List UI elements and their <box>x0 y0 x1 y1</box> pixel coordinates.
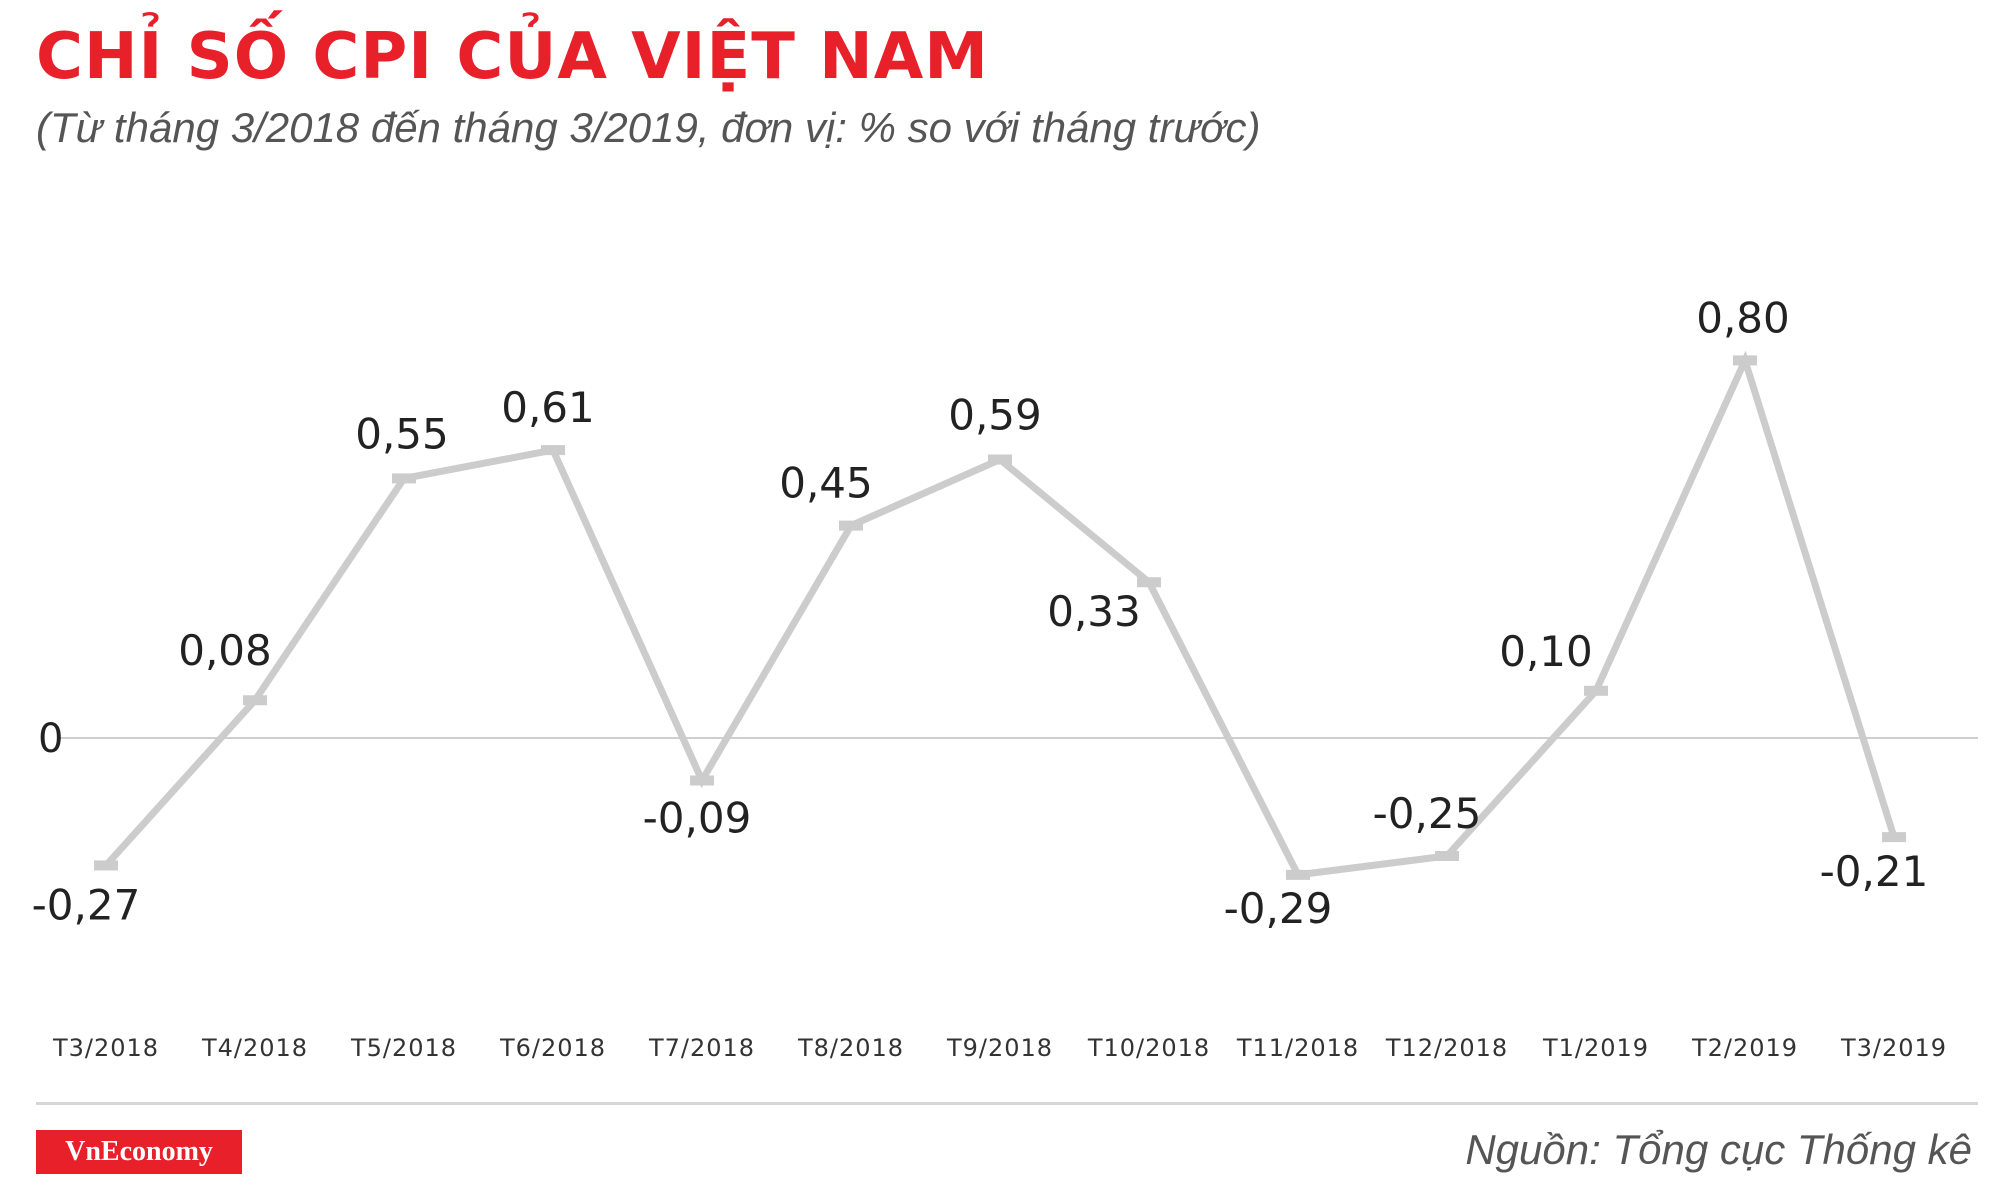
data-label: 0,08 <box>178 626 272 675</box>
chart-title: CHỈ SỐ CPI CỦA VIỆT NAM <box>36 20 989 94</box>
data-label: 0,80 <box>1696 293 1790 342</box>
data-label: 0,10 <box>1499 627 1593 676</box>
data-label: 0,61 <box>501 383 595 432</box>
footer-divider <box>36 1102 1978 1105</box>
data-point <box>1137 577 1161 588</box>
data-point <box>1733 355 1757 366</box>
x-tick-label: T3/2018 <box>52 1034 159 1062</box>
data-point <box>1882 832 1906 843</box>
x-tick-label: T7/2018 <box>648 1034 755 1062</box>
data-point <box>541 445 565 456</box>
data-point <box>392 473 416 484</box>
data-label: 0,59 <box>948 391 1042 440</box>
cpi-line-chart: 0 -0,27 0,08 0,55 0,61 -0,09 0,45 0,59 0,33 -0,2… <box>32 293 1978 1062</box>
data-label: -0,09 <box>643 793 752 842</box>
x-tick-label: T5/2018 <box>350 1034 457 1062</box>
x-tick-label: T4/2018 <box>201 1034 308 1062</box>
data-label: -0,27 <box>32 880 141 929</box>
data-label: 0,55 <box>355 409 449 458</box>
data-label: -0,29 <box>1224 884 1333 933</box>
zero-axis-group: 0 <box>38 716 1978 762</box>
data-labels-group: -0,270,080,550,61-0,090,450,590,33-0,29-… <box>32 293 1929 932</box>
x-tick-label: T1/2019 <box>1542 1034 1649 1062</box>
x-tick-label: T6/2018 <box>499 1034 606 1062</box>
data-label: -0,21 <box>1820 847 1929 896</box>
x-tick-label: T12/2018 <box>1385 1034 1508 1062</box>
x-tick-label: T9/2018 <box>946 1034 1053 1062</box>
x-tick-labels-group: T3/2018 T4/2018 T5/2018 T6/2018 T7/2018 T8/20… <box>52 1034 1947 1062</box>
data-point <box>1584 685 1608 696</box>
x-tick-label: T11/2018 <box>1236 1034 1359 1062</box>
data-point <box>988 454 1012 465</box>
data-point <box>94 860 118 871</box>
data-point <box>1286 869 1310 880</box>
chart-subtitle: (Từ tháng 3/2018 đến tháng 3/2019, đơn v… <box>36 104 1261 151</box>
y-tick-label: 0 <box>38 716 63 762</box>
data-label: -0,25 <box>1373 789 1482 838</box>
data-point <box>839 520 863 531</box>
data-point <box>690 775 714 786</box>
x-tick-label: T3/2019 <box>1840 1034 1947 1062</box>
source-note: Nguồn: Tổng cục Thống kê <box>1465 1126 1972 1173</box>
data-label: 0,33 <box>1047 587 1141 636</box>
vneconomy-logo: VnEconomy <box>36 1130 242 1174</box>
x-tick-label: T2/2019 <box>1691 1034 1798 1062</box>
data-point <box>1435 851 1459 861</box>
x-tick-label: T8/2018 <box>797 1034 904 1062</box>
data-label: 0,45 <box>779 459 873 508</box>
data-point <box>243 695 267 706</box>
data-points-group <box>94 355 1906 880</box>
x-tick-label: T10/2018 <box>1087 1034 1210 1062</box>
